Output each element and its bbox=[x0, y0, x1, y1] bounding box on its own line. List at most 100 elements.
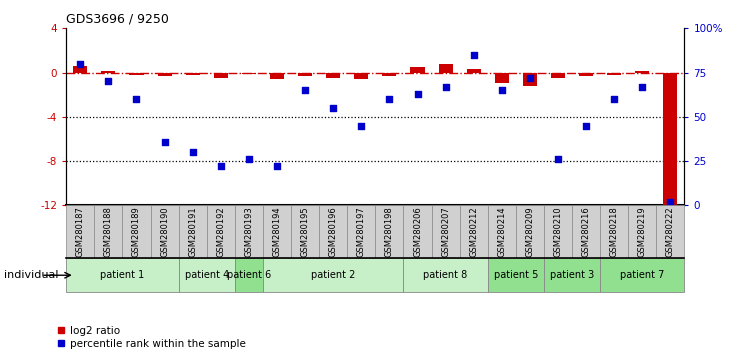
Text: patient 2: patient 2 bbox=[311, 270, 355, 280]
Text: GSM280195: GSM280195 bbox=[300, 206, 310, 257]
Text: GSM280188: GSM280188 bbox=[104, 206, 113, 257]
Bar bbox=[629, 205, 657, 258]
Point bbox=[552, 156, 564, 162]
Point bbox=[130, 96, 142, 102]
Text: patient 5: patient 5 bbox=[494, 270, 538, 280]
Bar bbox=[291, 205, 319, 258]
Point bbox=[102, 79, 114, 84]
Bar bbox=[207, 205, 235, 258]
Bar bbox=[158, 73, 171, 76]
Bar bbox=[263, 258, 403, 292]
Text: GSM280219: GSM280219 bbox=[638, 206, 647, 257]
Point bbox=[411, 91, 423, 97]
Bar bbox=[94, 205, 122, 258]
Bar bbox=[319, 205, 347, 258]
Bar bbox=[122, 205, 151, 258]
Bar bbox=[235, 205, 263, 258]
Point bbox=[665, 199, 676, 205]
Point bbox=[74, 61, 86, 67]
Point bbox=[468, 52, 480, 58]
Text: GSM280197: GSM280197 bbox=[357, 206, 366, 257]
Point bbox=[243, 156, 255, 162]
Bar bbox=[523, 73, 537, 86]
Bar bbox=[66, 258, 179, 292]
Bar bbox=[411, 67, 425, 73]
Point bbox=[300, 87, 311, 93]
Point bbox=[383, 96, 395, 102]
Bar bbox=[383, 73, 397, 76]
Text: GSM280194: GSM280194 bbox=[272, 206, 281, 257]
Point bbox=[271, 164, 283, 169]
Point bbox=[439, 84, 451, 90]
Bar bbox=[495, 73, 509, 82]
Bar bbox=[347, 205, 375, 258]
Text: GSM280207: GSM280207 bbox=[441, 206, 450, 257]
Bar bbox=[375, 205, 403, 258]
Bar bbox=[516, 205, 544, 258]
Text: patient 8: patient 8 bbox=[423, 270, 468, 280]
Text: GSM280209: GSM280209 bbox=[526, 206, 534, 257]
Bar bbox=[74, 66, 88, 73]
Point bbox=[580, 123, 592, 129]
Text: GSM280212: GSM280212 bbox=[470, 206, 478, 257]
Bar bbox=[185, 73, 199, 75]
Bar bbox=[467, 69, 481, 73]
Text: GSM280189: GSM280189 bbox=[132, 206, 141, 257]
Bar bbox=[600, 258, 684, 292]
Bar bbox=[488, 258, 544, 292]
Bar bbox=[635, 72, 649, 73]
Bar bbox=[600, 205, 629, 258]
Bar bbox=[66, 205, 94, 258]
Point bbox=[496, 87, 508, 93]
Bar bbox=[439, 64, 453, 73]
Bar bbox=[572, 205, 600, 258]
Bar bbox=[151, 205, 179, 258]
Bar bbox=[403, 205, 431, 258]
Bar bbox=[263, 205, 291, 258]
Legend: log2 ratio, percentile rank within the sample: log2 ratio, percentile rank within the s… bbox=[57, 326, 246, 349]
Bar bbox=[326, 73, 340, 78]
Text: GSM280198: GSM280198 bbox=[385, 206, 394, 257]
Bar bbox=[657, 205, 684, 258]
Point bbox=[609, 96, 620, 102]
Bar bbox=[179, 258, 235, 292]
Bar bbox=[213, 73, 228, 78]
Bar bbox=[403, 258, 488, 292]
Bar bbox=[235, 258, 263, 292]
Text: GSM280210: GSM280210 bbox=[553, 206, 562, 257]
Point bbox=[524, 75, 536, 81]
Text: individual: individual bbox=[4, 270, 58, 280]
Bar bbox=[179, 205, 207, 258]
Bar bbox=[607, 73, 621, 75]
Bar bbox=[130, 73, 144, 75]
Point bbox=[215, 164, 227, 169]
Bar bbox=[544, 258, 600, 292]
Text: patient 3: patient 3 bbox=[550, 270, 594, 280]
Bar bbox=[544, 205, 572, 258]
Text: GSM280187: GSM280187 bbox=[76, 206, 85, 257]
Text: patient 4: patient 4 bbox=[185, 270, 229, 280]
Point bbox=[328, 105, 339, 111]
Text: GSM280192: GSM280192 bbox=[216, 206, 225, 257]
Point bbox=[187, 149, 199, 155]
Text: GDS3696 / 9250: GDS3696 / 9250 bbox=[66, 12, 169, 25]
Bar bbox=[663, 73, 677, 205]
Bar bbox=[488, 205, 516, 258]
Text: GSM280196: GSM280196 bbox=[329, 206, 338, 257]
Text: GSM280222: GSM280222 bbox=[666, 206, 675, 257]
Text: GSM280190: GSM280190 bbox=[160, 206, 169, 257]
Text: patient 1: patient 1 bbox=[100, 270, 144, 280]
Point bbox=[355, 123, 367, 129]
Point bbox=[159, 139, 171, 144]
Bar bbox=[551, 73, 565, 78]
Text: patient 6: patient 6 bbox=[227, 270, 271, 280]
Text: GSM280206: GSM280206 bbox=[413, 206, 422, 257]
Text: GSM280191: GSM280191 bbox=[188, 206, 197, 257]
Bar bbox=[431, 205, 460, 258]
Point bbox=[637, 84, 648, 90]
Bar bbox=[242, 73, 256, 74]
Text: GSM280214: GSM280214 bbox=[498, 206, 506, 257]
Bar bbox=[270, 73, 284, 79]
Bar bbox=[298, 73, 312, 76]
Bar bbox=[354, 73, 368, 79]
